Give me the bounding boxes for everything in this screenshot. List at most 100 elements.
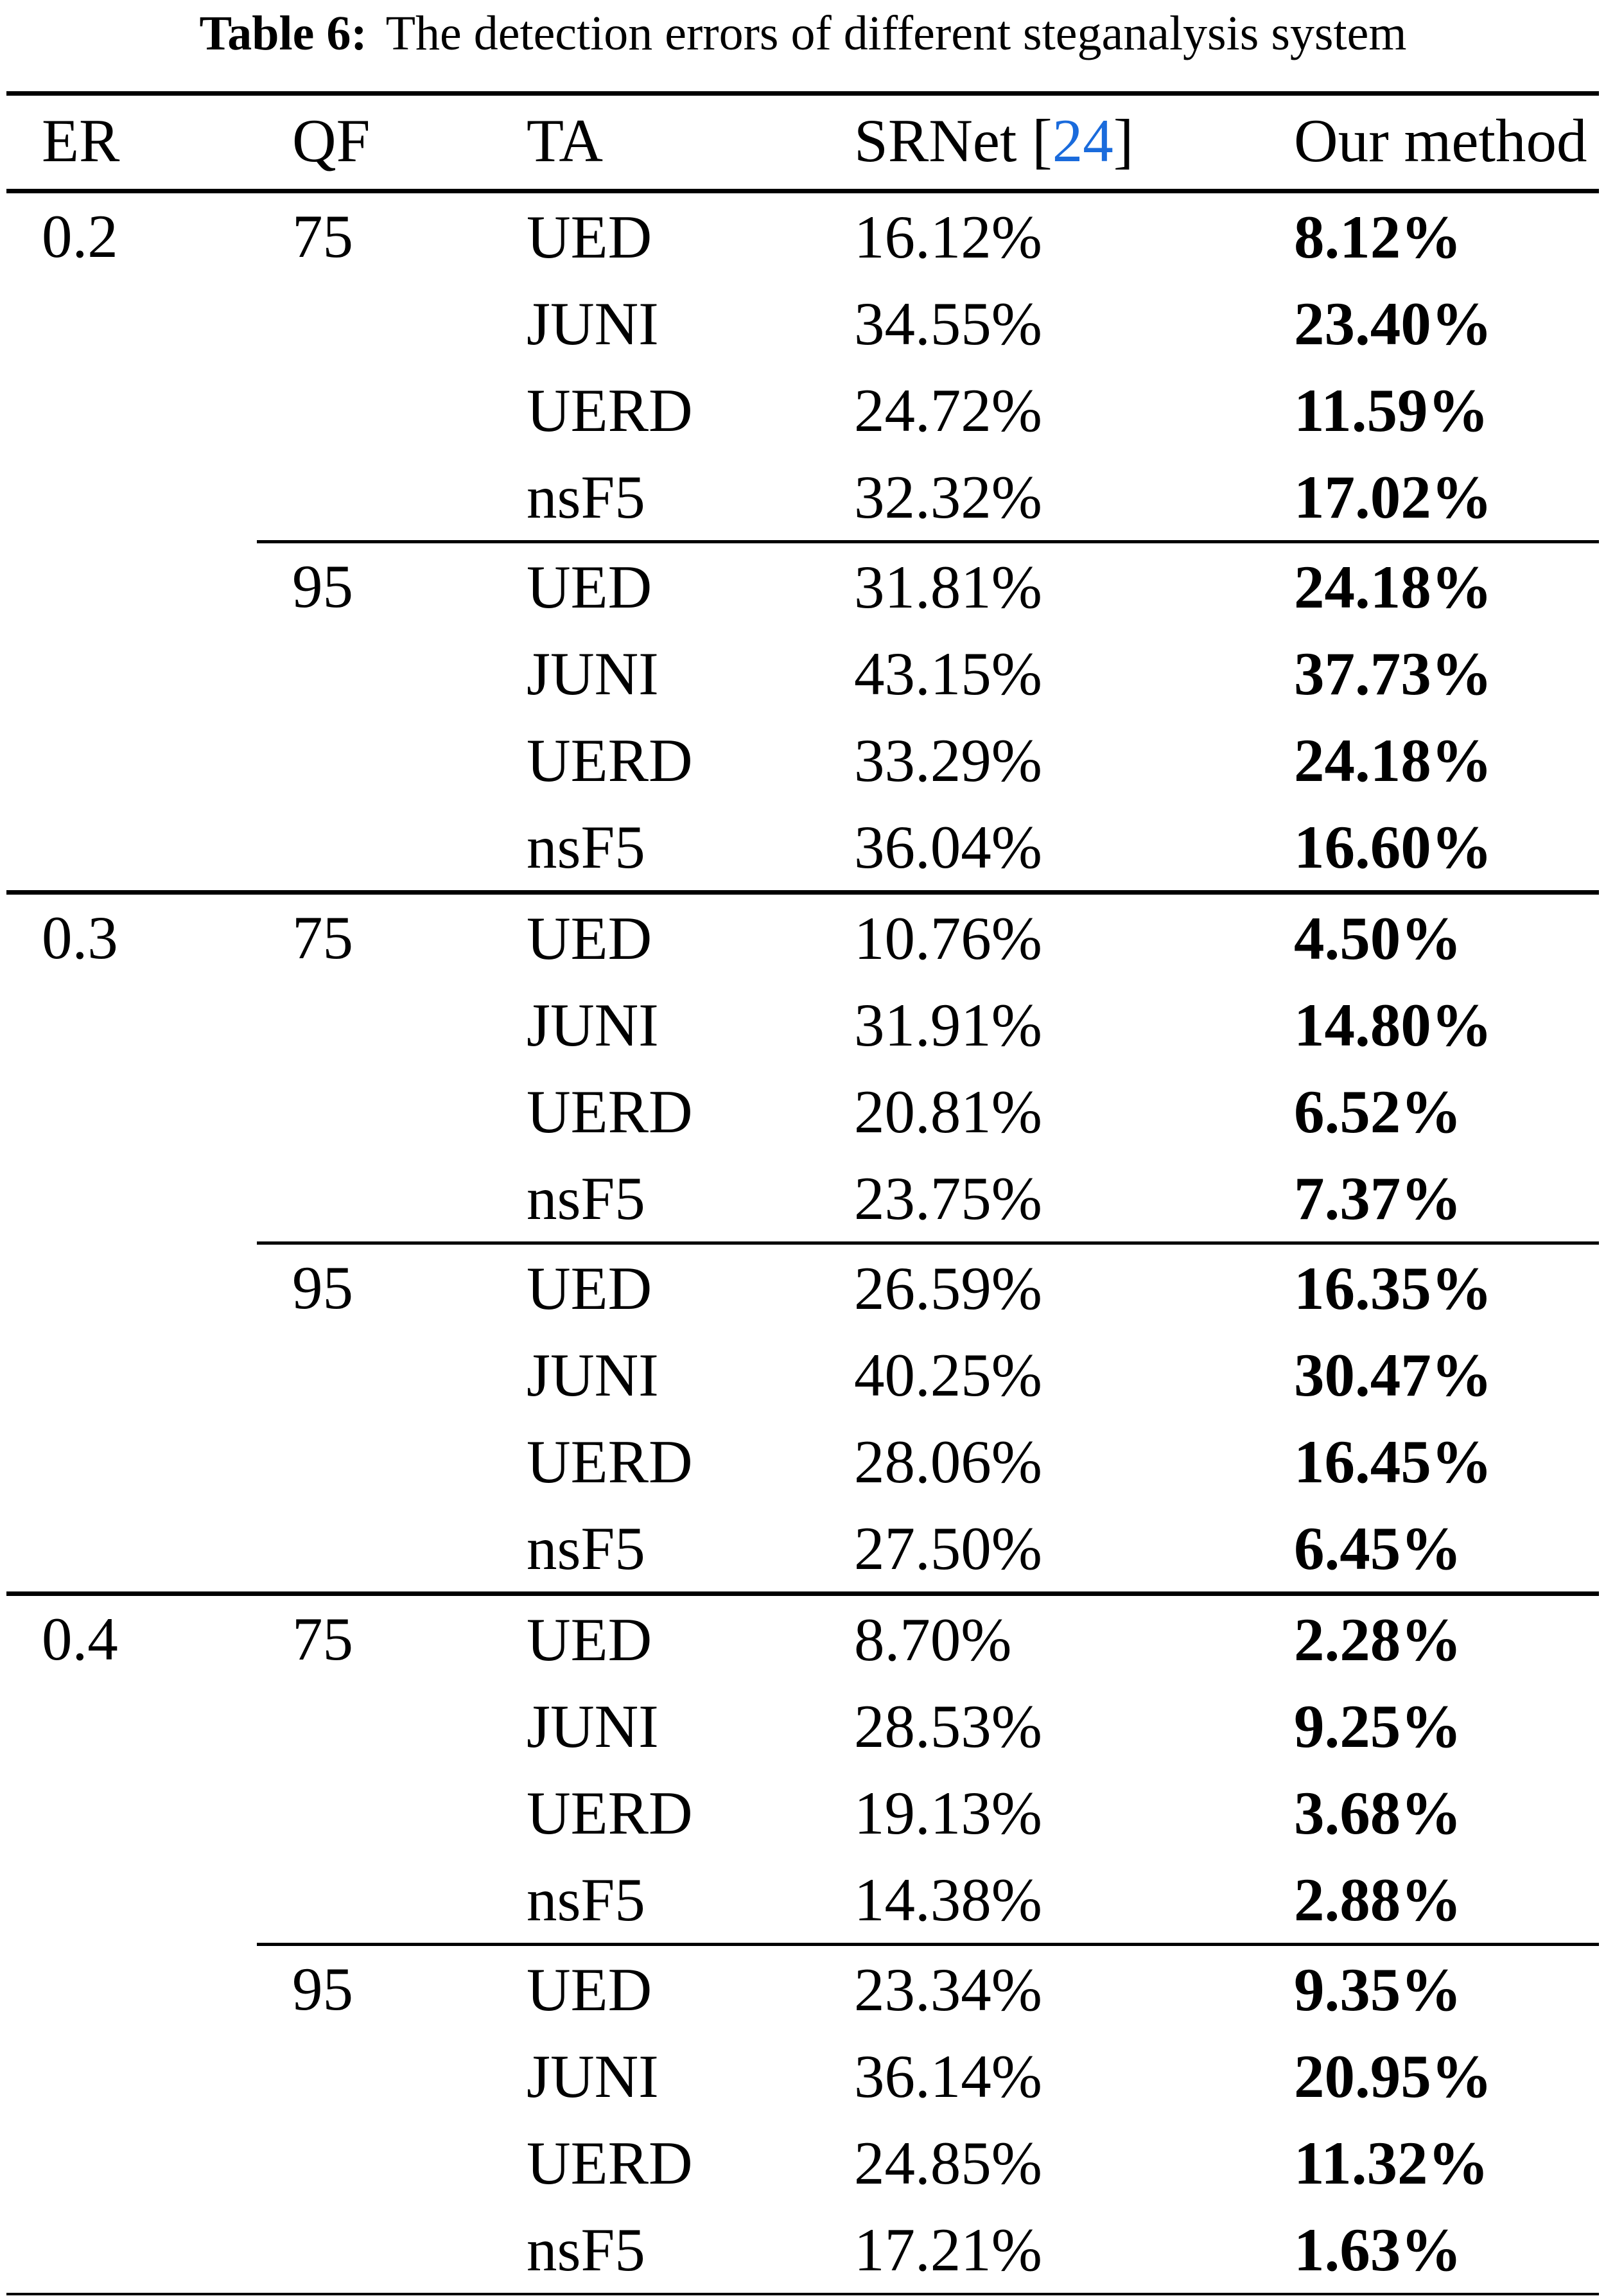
srnet-value-cell: 23.34% (854, 1955, 1042, 2024)
table-row: JUNI 43.15% 37.73% (6, 630, 1599, 717)
table-row: JUNI 34.55% 23.40% (6, 280, 1599, 367)
table-row: nsF5 27.50% 6.45% (6, 1505, 1599, 1596)
table-row: nsF5 14.38% 2.88% (6, 1856, 1599, 1946)
our-method-value-cell: 24.18% (1294, 552, 1492, 621)
our-method-value-cell: 6.52% (1294, 1077, 1462, 1146)
column-header-qf: QF (257, 93, 491, 193)
srnet-value-cell: 20.81% (854, 1077, 1042, 1146)
srnet-header-suffix: ] (1113, 107, 1134, 175)
ta-cell: nsF5 (491, 1505, 819, 1596)
ta-cell: UED (527, 1605, 652, 1674)
srnet-value-cell: 24.72% (854, 376, 1042, 444)
srnet-value-cell: 19.13% (854, 1778, 1042, 1847)
table-caption: Table 6: The detection errors of differen… (0, 0, 1606, 67)
qf-cell: 75 (257, 1593, 491, 1946)
table-row: 0.3 75 UED 10.76% 4.50% (6, 892, 1599, 1596)
table-row: UERD 20.81% 6.52% (6, 1068, 1599, 1155)
table-row: JUNI 28.53% 9.25% (6, 1683, 1599, 1769)
table-row: nsF5 23.75% 7.37% (6, 1155, 1599, 1245)
our-method-value-cell: 6.45% (1259, 1505, 1599, 1596)
srnet-value-cell: 23.75% (819, 1155, 1259, 1245)
our-method-value-cell: 14.80% (1294, 990, 1492, 1059)
our-method-value-cell: 16.45% (1294, 1427, 1492, 1496)
er-cell: 0.2 (6, 191, 257, 895)
table-caption-label: Table 6: (199, 6, 367, 60)
srnet-value-cell: 31.81% (854, 552, 1042, 621)
qf-cell: 95 (257, 1243, 491, 1596)
er-cell: 0.4 (42, 1605, 118, 1673)
srnet-value-cell: 40.25% (854, 1340, 1042, 1409)
srnet-value-cell: 43.15% (854, 639, 1042, 708)
ta-cell: JUNI (527, 2042, 659, 2110)
ta-cell: JUNI (527, 1692, 659, 1760)
our-method-value-cell: 3.68% (1294, 1778, 1462, 1847)
ta-cell: nsF5 (527, 2215, 645, 2284)
table-row: nsF5 32.32% 17.02% (6, 453, 1599, 543)
ta-cell: JUNI (527, 639, 659, 708)
our-method-value-cell: 9.35% (1294, 1955, 1462, 2024)
table-row: UERD 28.06% 16.45% (6, 1418, 1599, 1505)
qf-cell: 75 (257, 191, 491, 543)
srnet-value-cell: 17.21% (854, 2215, 1042, 2284)
column-header-srnet: SRNet [24] (819, 93, 1259, 193)
ta-cell: UED (527, 202, 652, 271)
srnet-value-cell: 14.38% (819, 1856, 1259, 1946)
ta-cell: nsF5 (491, 1155, 819, 1245)
our-method-value-cell: 16.60% (1259, 803, 1599, 895)
our-method-value-cell: 2.28% (1294, 1605, 1462, 1674)
srnet-value-cell: 31.91% (854, 990, 1042, 1059)
ta-cell: nsF5 (491, 1856, 819, 1946)
ta-cell: UED (527, 552, 652, 621)
ta-cell: JUNI (527, 990, 659, 1059)
our-method-value-cell: 1.63% (1294, 2215, 1462, 2284)
our-method-value-cell: 37.73% (1294, 639, 1492, 708)
table-row: 95 UED 23.34% 9.35% (6, 1945, 1599, 2033)
ta-cell: UERD (527, 376, 693, 444)
table-row: nsF5 17.21% 1.63% (6, 2206, 1599, 2294)
ta-cell: UED (527, 1254, 652, 1322)
ta-cell: UERD (527, 1778, 693, 1847)
srnet-value-cell: 28.53% (854, 1692, 1042, 1760)
srnet-value-cell: 33.29% (854, 726, 1042, 794)
ta-cell: UERD (527, 1427, 693, 1496)
srnet-value-cell: 27.50% (819, 1505, 1259, 1596)
ta-cell: UERD (527, 1077, 693, 1146)
table-row: 95 UED 31.81% 24.18% (6, 541, 1599, 895)
our-method-value-cell: 11.32% (1294, 2128, 1489, 2197)
our-method-value-cell: 20.95% (1294, 2042, 1492, 2110)
ta-cell: UED (527, 904, 652, 972)
srnet-value-cell: 28.06% (854, 1427, 1042, 1496)
table-row: JUNI 40.25% 30.47% (6, 1331, 1599, 1418)
srnet-value-cell: 26.59% (854, 1254, 1042, 1322)
column-header-ta: TA (491, 93, 819, 193)
table-row: JUNI 36.14% 20.95% (6, 2033, 1599, 2119)
results-table: ER QF TA SRNet [24] Our method 0.2 75 UED 1… (6, 91, 1599, 2295)
column-header-er: ER (6, 93, 257, 193)
header-row: ER QF TA SRNet [24] Our method (6, 93, 1599, 193)
our-method-value-cell: 23.40% (1294, 289, 1492, 358)
table-row: UERD 24.85% 11.32% (6, 2119, 1599, 2206)
our-method-value-cell: 17.02% (1259, 453, 1599, 543)
citation-24-link[interactable]: 24 (1052, 107, 1113, 175)
ta-cell: nsF5 (491, 803, 819, 895)
srnet-value-cell: 32.32% (819, 453, 1259, 543)
table-row: nsF5 36.04% 16.60% (6, 803, 1599, 895)
ta-cell: UED (527, 1955, 652, 2024)
ta-cell: JUNI (527, 1340, 659, 1409)
our-method-value-cell: 24.18% (1294, 726, 1492, 794)
our-method-value-cell: 30.47% (1294, 1340, 1492, 1409)
table-row: UERD 19.13% 3.68% (6, 1769, 1599, 1856)
table-caption-text: The detection errors of different stegan… (385, 6, 1407, 60)
our-method-value-cell: 8.12% (1294, 202, 1462, 271)
srnet-value-cell: 36.04% (819, 803, 1259, 895)
table-row: 95 UED 26.59% 16.35% (6, 1243, 1599, 1596)
qf-cell: 95 (292, 1955, 353, 2023)
qf-cell: 75 (257, 892, 491, 1245)
srnet-header-prefix: SRNet [ (854, 107, 1052, 175)
table-row: 0.4 75 UED 8.70% 2.28% (6, 1593, 1599, 1946)
srnet-value-cell: 24.85% (854, 2128, 1042, 2197)
srnet-value-cell: 36.14% (854, 2042, 1042, 2110)
our-method-value-cell: 9.25% (1294, 1692, 1462, 1760)
ta-cell: nsF5 (491, 453, 819, 543)
